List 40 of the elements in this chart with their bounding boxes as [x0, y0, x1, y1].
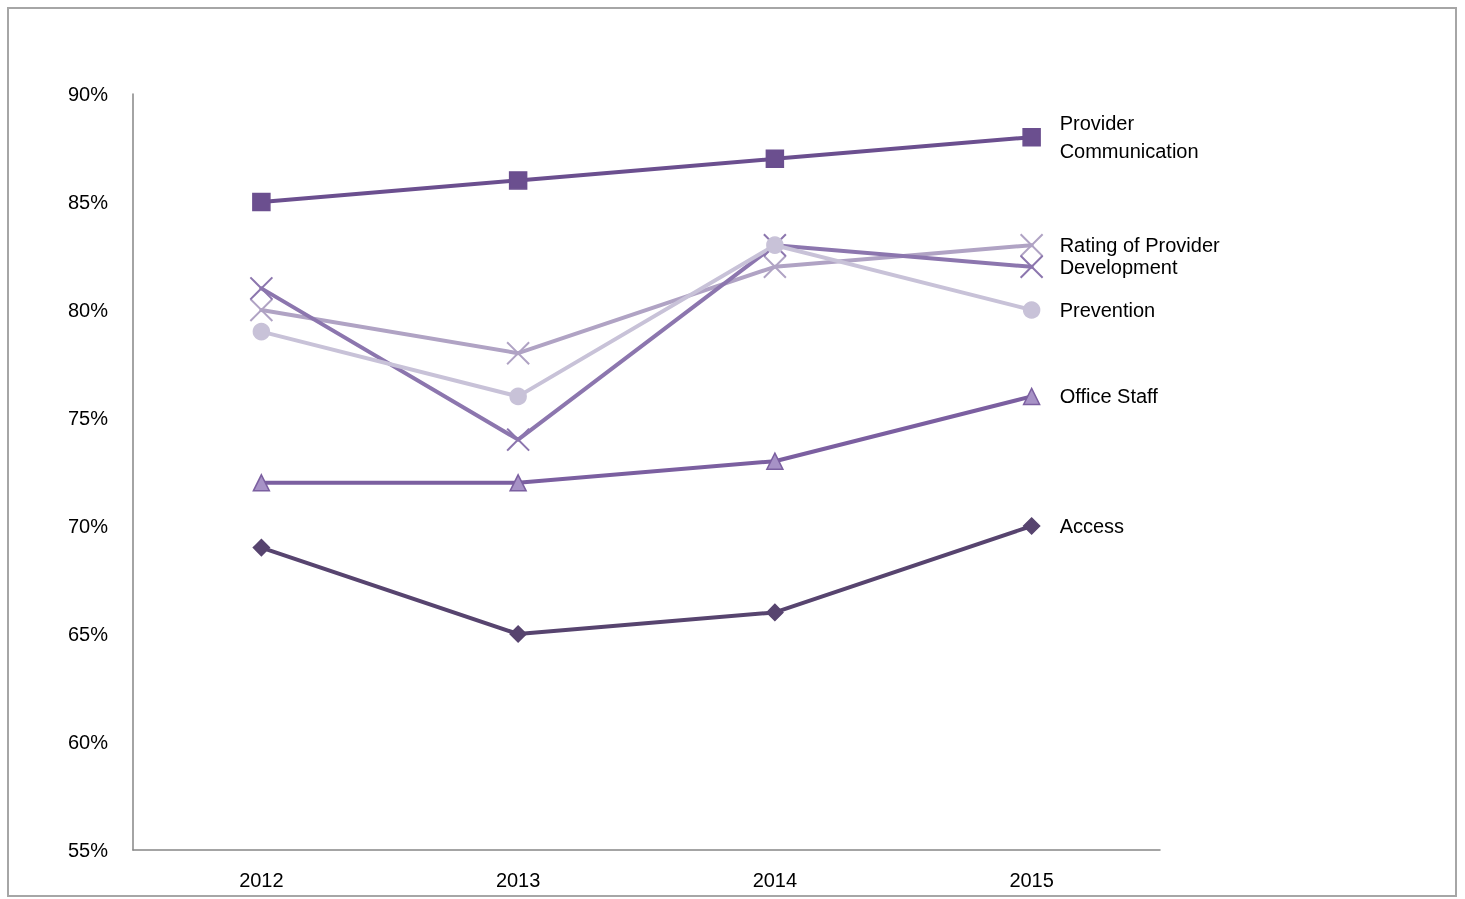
y-tick-label: 55% — [67, 839, 109, 861]
point — [252, 474, 271, 492]
point — [509, 387, 527, 406]
point — [1022, 517, 1041, 535]
point — [508, 171, 528, 190]
y-tick-label: 75% — [67, 407, 109, 429]
point — [1022, 387, 1041, 406]
y-tick-label: 60% — [67, 731, 109, 753]
point — [766, 452, 784, 470]
point — [249, 276, 274, 301]
point — [506, 427, 531, 452]
point — [509, 474, 527, 492]
point — [252, 322, 271, 341]
y-tick-label: 85% — [67, 191, 109, 213]
x-tick-label: 2012 — [239, 869, 284, 891]
x-tick-label: 2013 — [495, 869, 541, 891]
point — [506, 341, 531, 366]
point — [1022, 301, 1041, 319]
point — [252, 192, 271, 212]
series-label: Rating of Provider — [1059, 234, 1221, 257]
y-tick-label: 80% — [67, 299, 109, 321]
y-tick-label: 65% — [67, 623, 109, 645]
point — [1019, 233, 1044, 258]
series-label: Access — [1059, 515, 1125, 537]
point — [509, 625, 527, 643]
y-tick-label: 90% — [67, 83, 109, 105]
y-tick-label: 70% — [67, 515, 109, 537]
point — [249, 298, 274, 322]
point — [1022, 127, 1041, 147]
x-tick-label: 2015 — [1009, 869, 1054, 891]
point — [252, 538, 271, 557]
x-tick-label: 2014 — [752, 869, 798, 891]
series-label: Prevention — [1059, 299, 1156, 321]
point — [766, 603, 784, 622]
series-label: Office Staff — [1059, 385, 1159, 408]
series-label: Provider Communication — [1059, 112, 1199, 163]
series-label: Development — [1059, 255, 1178, 278]
point — [1019, 254, 1044, 279]
point — [765, 149, 785, 169]
point — [762, 254, 787, 279]
